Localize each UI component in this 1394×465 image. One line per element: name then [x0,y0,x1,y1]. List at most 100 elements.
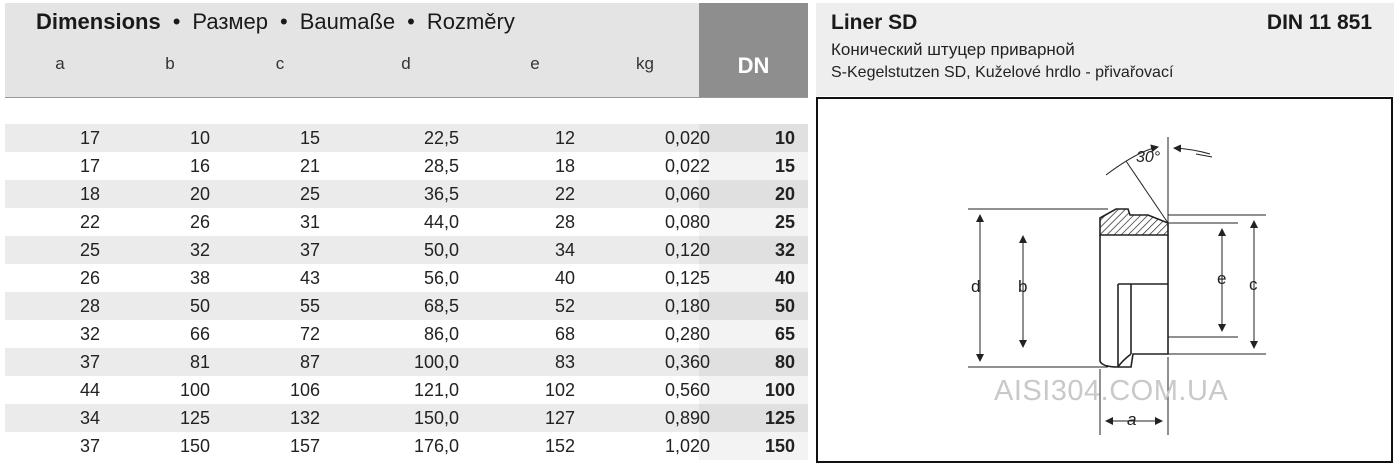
cell-d: 44,0 [423,212,459,232]
title-german: Baumaße [299,9,396,34]
cell-c: 87 [299,352,320,372]
table-row: 37 150 157 176,0 152 1,020 150 [5,432,808,460]
cell-b: 100 [179,380,210,400]
dimension-a [1099,357,1169,435]
title-english: Dimensions [36,9,161,34]
cell-kg: 0,022 [664,156,710,176]
table-row: 32 66 72 86,0 68 0,280 65 [5,320,808,348]
cell-dn: 100 [764,380,795,400]
cell-kg: 0,560 [664,380,710,400]
cell-d: 22,5 [423,128,459,148]
label-a: a [1127,410,1136,429]
cell-c: 157 [289,436,320,456]
dn-cell-background [699,152,808,180]
title-separator: • [280,9,288,34]
cell-b: 38 [189,268,210,288]
cell-d: 28,5 [423,156,459,176]
dn-cell-background [699,124,808,152]
cell-c: 25 [299,184,320,204]
table-row: 17 16 21 28,5 18 0,022 15 [5,152,808,180]
cell-d: 50,0 [423,240,459,260]
title-separator: • [172,9,181,34]
dn-cell-background [699,348,808,376]
dn-column-header: DN [699,3,808,97]
column-header-e: e [530,54,540,73]
cell-b: 50 [189,296,210,316]
cell-a: 34 [79,408,100,428]
cell-d: 100,0 [413,352,459,372]
cell-dn: 10 [774,128,795,148]
cell-b: 32 [189,240,210,260]
cell-a: 17 [79,156,100,176]
dn-cell-background [699,264,808,292]
table-row: 26 38 43 56,0 40 0,125 40 [5,264,808,292]
cell-kg: 0,125 [664,268,710,288]
cell-b: 16 [189,156,210,176]
table-title: Dimensions • Размер • Baumaße • Rozměry [36,9,515,35]
cell-d: 56,0 [423,268,459,288]
cell-dn: 25 [774,212,795,232]
dimensions-table-body: 17 10 15 22,5 12 0,020 10 17 16 21 28,5 18 0,022 15 18… [5,124,808,460]
table-row: 44 100 106 121,0 102 0,560 100 [5,376,808,404]
cell-kg: 0,890 [664,408,710,428]
cell-dn: 150 [764,436,795,456]
cell-c: 55 [299,296,320,316]
cell-e: 102 [544,380,575,400]
cell-e: 12 [554,128,575,148]
cell-b: 81 [189,352,210,372]
cell-kg: 0,020 [664,128,710,148]
cell-a: 25 [79,240,100,260]
dimension-d [968,208,1108,368]
cell-c: 21 [299,156,320,176]
liner-technical-drawing: 30° d b e c [968,137,1266,435]
dn-cell-background [699,236,808,264]
product-header [816,3,1394,96]
cell-a: 28 [79,296,100,316]
cell-a: 32 [79,324,100,344]
cell-e: 68 [554,324,575,344]
cell-e: 28 [554,212,575,232]
table-row: 34 125 132 150,0 127 0,890 125 [5,404,808,432]
dn-cell-background [699,376,808,404]
label-c: c [1249,275,1258,294]
cell-b: 66 [189,324,210,344]
cell-kg: 0,060 [664,184,710,204]
cell-b: 10 [189,128,210,148]
cell-e: 152 [544,436,575,456]
dn-header-label: DN [737,53,770,78]
technical-drawing-frame: 30° d b e c [816,97,1393,463]
column-header-a: a [55,54,65,73]
cell-dn: 125 [764,408,795,428]
dn-cell-background [699,432,808,460]
column-header-d: d [401,54,411,73]
cell-b: 150 [179,436,210,456]
cell-d: 86,0 [423,324,459,344]
label-d: d [971,277,980,296]
angle-label: 30° [1136,149,1161,166]
cell-e: 34 [554,240,575,260]
cell-c: 31 [299,212,320,232]
table-row: 17 10 15 22,5 12 0,020 10 [5,124,808,152]
cell-e: 127 [544,408,575,428]
cell-a: 22 [79,212,100,232]
dimension-c [1168,214,1266,355]
cell-kg: 0,180 [664,296,710,316]
cell-d: 176,0 [413,436,459,456]
cell-d: 68,5 [423,296,459,316]
cell-dn: 65 [774,324,795,344]
dn-cell-background [699,320,808,348]
table-row: 22 26 31 44,0 28 0,080 25 [5,208,808,236]
title-separator: • [407,9,415,34]
cell-c: 43 [299,268,320,288]
label-e: e [1217,269,1226,288]
cell-c: 106 [289,380,320,400]
table-row: 28 50 55 68,5 52 0,180 50 [5,292,808,320]
label-b: b [1018,277,1027,296]
product-name: Liner SD [831,11,918,34]
cell-e: 22 [554,184,575,204]
cell-a: 18 [79,184,100,204]
cell-a: 37 [79,352,100,372]
cell-b: 20 [189,184,210,204]
cell-c: 15 [299,128,320,148]
cell-c: 72 [299,324,320,344]
